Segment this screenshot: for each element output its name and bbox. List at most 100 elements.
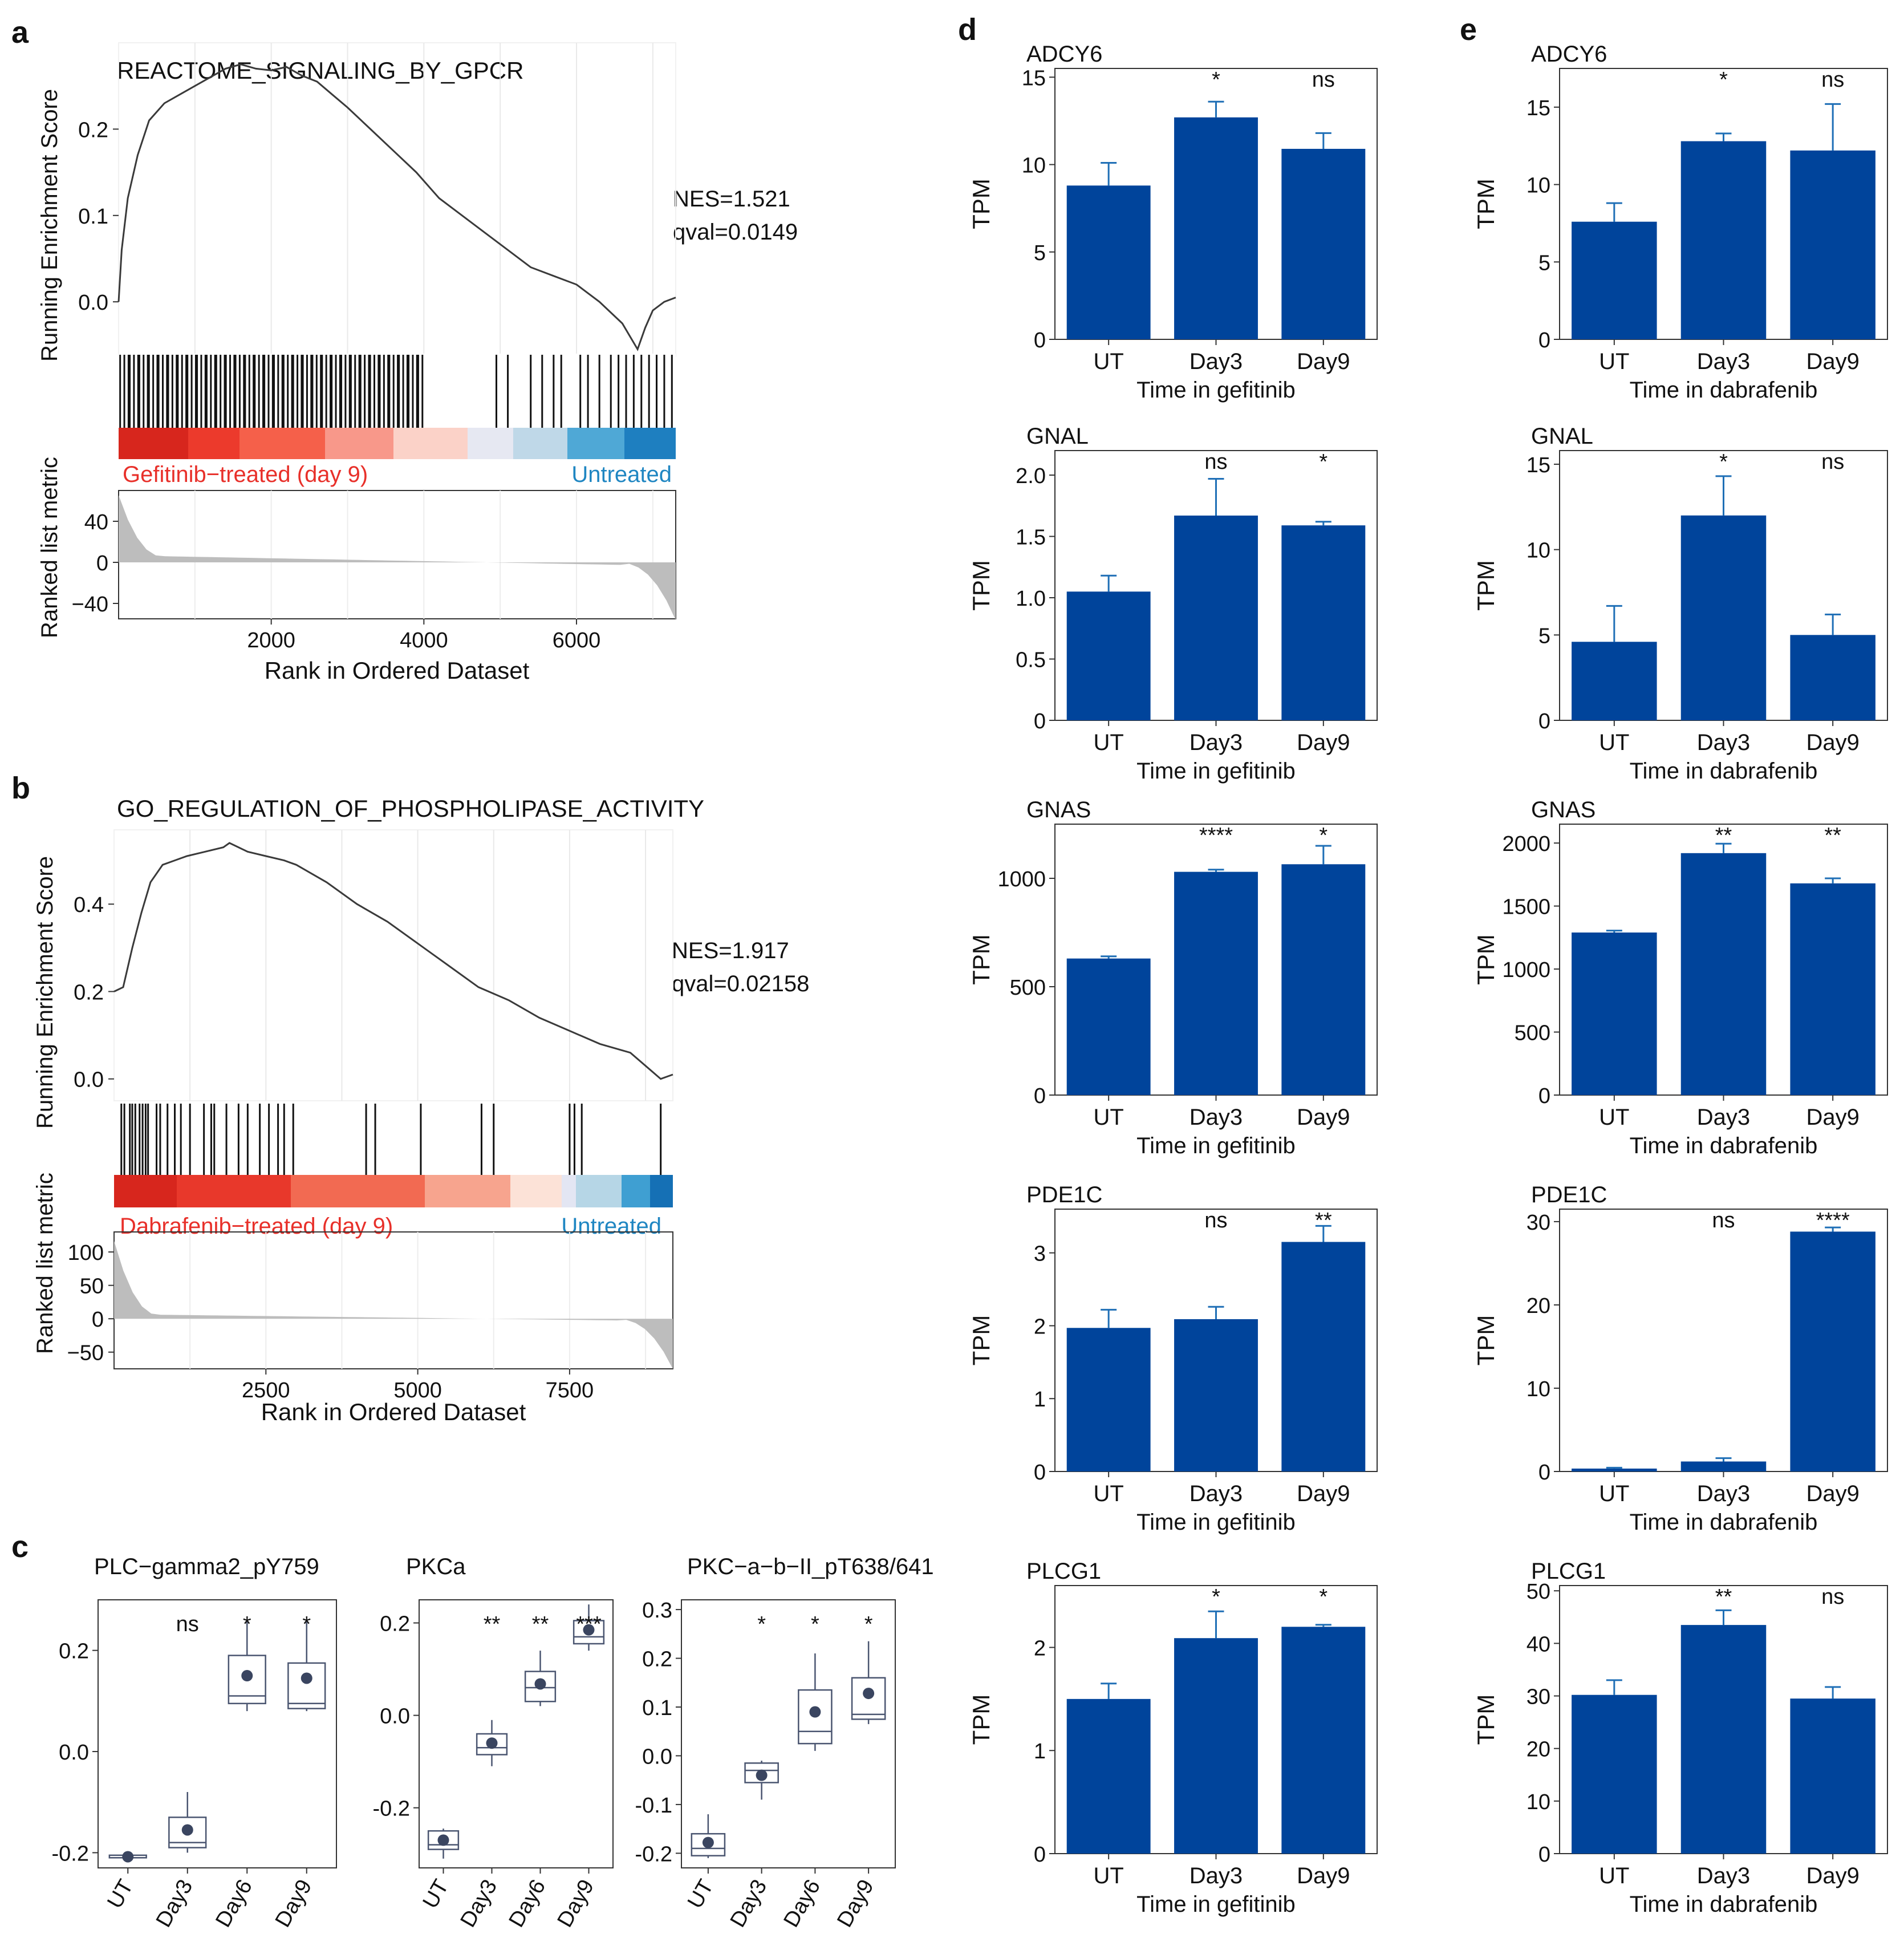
- heat-band-7: [576, 1175, 622, 1207]
- bar: [1174, 1638, 1258, 1854]
- y-tick-label: 0: [1034, 1084, 1046, 1108]
- significance-label: *: [1212, 68, 1220, 92]
- plot-title: GNAS: [1026, 797, 1091, 822]
- x-axis-label: Time in gefitinib: [1136, 378, 1296, 403]
- x-axis-label: Time in gefitinib: [1136, 1133, 1296, 1158]
- x-axis-label: Time in gefitinib: [1136, 759, 1296, 784]
- plot-frame: [681, 1599, 896, 1868]
- bar: [1790, 1231, 1875, 1471]
- y-axis-label: TPM: [968, 1315, 994, 1366]
- heat-band-2: [188, 428, 239, 459]
- y-axis-label: TPM: [1472, 1315, 1499, 1366]
- significance-label: **: [532, 1612, 549, 1636]
- bar: [1174, 1319, 1258, 1471]
- gsea-panel-a: REACTOME_SIGNALING_BY_GPCR NES=1.521 qva…: [37, 42, 798, 684]
- bar: [1680, 141, 1767, 340]
- y-tick-label: 30: [1527, 1685, 1550, 1709]
- y-tick-label: 10: [1022, 154, 1046, 178]
- x-tick-label: UT: [1094, 349, 1124, 374]
- y-tick-label: 2: [1034, 1315, 1046, 1339]
- x-tick-label: Day3: [1190, 1481, 1243, 1506]
- y-tick-label: 1000: [997, 867, 1046, 891]
- nes-label: NES=1.521: [673, 187, 790, 212]
- significance-label: *: [757, 1612, 766, 1636]
- y-tick-label: 0.2: [642, 1648, 672, 1672]
- x-tick-label: Day3: [1697, 349, 1750, 374]
- bar: [1572, 933, 1657, 1095]
- plot-title: ADCY6: [1531, 42, 1607, 67]
- bar: [1281, 525, 1366, 720]
- bar: [1174, 117, 1258, 339]
- heat-band-5: [393, 428, 468, 459]
- bar: [1066, 1328, 1151, 1471]
- rank-xlabel: Rank in Ordered Dataset: [265, 657, 530, 684]
- bar: [1572, 221, 1657, 339]
- significance-label: *: [302, 1612, 311, 1636]
- bar: [1281, 148, 1366, 339]
- y-tick-label: 40: [1527, 1632, 1550, 1656]
- mean-point: [809, 1706, 821, 1718]
- x-tick-label: 2500: [242, 1379, 290, 1402]
- significance-label: *: [864, 1612, 873, 1636]
- barchart-e4: PDE1C 0 10 20 30 UT Day3 ns Day9 **** Time in dabr…: [1472, 1182, 1888, 1535]
- significance-label: *: [1319, 1585, 1327, 1609]
- y-tick-label: 0.1: [642, 1696, 672, 1720]
- plot-title: PKCa: [406, 1554, 466, 1579]
- mean-point: [241, 1670, 253, 1682]
- y-tick-label: 500: [1515, 1021, 1550, 1045]
- significance-label: ***: [576, 1612, 602, 1636]
- significance-label: *: [1719, 450, 1728, 474]
- x-axis-label: Time in dabrafenib: [1630, 759, 1818, 784]
- bar: [1174, 871, 1258, 1095]
- rank-ylabel: Ranked list metric: [37, 457, 62, 638]
- heat-band-5: [510, 1175, 562, 1207]
- x-tick-label: Day9: [1806, 1105, 1859, 1130]
- mean-point: [301, 1672, 312, 1684]
- rank-xlabel: Rank in Ordered Dataset: [261, 1398, 526, 1425]
- x-tick-label: Day9: [1806, 730, 1859, 755]
- y-axis-label: TPM: [1472, 560, 1499, 611]
- y-tick-label: 2000: [1502, 832, 1550, 856]
- y-tick-label: 1.5: [1016, 526, 1046, 550]
- bar: [1066, 591, 1151, 720]
- x-tick-label: UT: [1094, 1863, 1124, 1888]
- significance-label: ****: [1816, 1209, 1850, 1233]
- y-tick-label: −40: [72, 593, 108, 617]
- significance-label: **: [484, 1612, 501, 1636]
- significance-label: ****: [1199, 824, 1233, 848]
- y-axis-label: TPM: [1472, 934, 1499, 985]
- mean-point: [181, 1824, 193, 1836]
- ranked-metric-area: [119, 495, 676, 621]
- y-tick-label: 5: [1538, 624, 1550, 648]
- gsea-panel-b: GO_REGULATION_OF_PHOSPHOLIPASE_ACTIVITY …: [33, 795, 809, 1425]
- nes-label: NES=1.917: [672, 938, 789, 963]
- x-tick-label: Day9: [1297, 730, 1350, 755]
- x-tick-label: Day9: [1297, 1863, 1350, 1888]
- bar: [1790, 883, 1875, 1095]
- significance-label: **: [1715, 824, 1732, 848]
- qval-label: qval=0.02158: [672, 971, 809, 996]
- x-tick-label: Day9: [1297, 349, 1350, 374]
- ranked-metric-plot: 100 50 0 −50 2500 5000 7500: [67, 1231, 673, 1402]
- barchart-e3: GNAS 0 500 1000 1500 2000 UT Day3 ** Day9 ** Time i…: [1472, 797, 1888, 1158]
- y-tick-label: -0.2: [52, 1842, 89, 1866]
- y-tick-label: 0.4: [74, 893, 104, 917]
- bar: [1790, 635, 1875, 720]
- bar: [1790, 150, 1875, 339]
- heat-band-9: [650, 1175, 673, 1207]
- bar: [1572, 1694, 1657, 1854]
- heat-band-9: [624, 428, 676, 459]
- plot-title: PLC−gamma2_pY759: [94, 1554, 319, 1579]
- es-curve: [117, 63, 676, 351]
- y-tick-label: 0.0: [380, 1705, 410, 1729]
- mean-point: [486, 1737, 498, 1749]
- heat-band-8: [622, 1175, 650, 1207]
- barchart-d3: GNAS 0 500 1000 UT Day3 **** Day9 * Time in gefit…: [968, 797, 1378, 1158]
- x-tick-label: UT: [1599, 730, 1629, 755]
- bar: [1174, 515, 1258, 720]
- y-tick-label: 1000: [1502, 958, 1550, 982]
- mean-point: [702, 1837, 714, 1848]
- heat-band-4: [425, 1175, 510, 1207]
- plot-title: PLCG1: [1531, 1559, 1606, 1584]
